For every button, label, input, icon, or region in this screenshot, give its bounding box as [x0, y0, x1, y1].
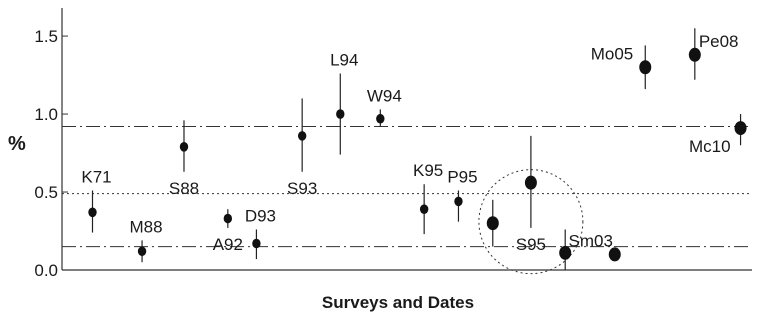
y-tick-label: 0.5 — [34, 183, 58, 202]
data-point — [297, 131, 307, 141]
point-label: D93 — [245, 206, 276, 225]
point-label: K95 — [413, 161, 443, 180]
point-label: Sm03 — [569, 231, 613, 250]
highlight-circle — [478, 169, 584, 275]
highlight-circle-layer — [478, 169, 584, 275]
data-point — [376, 113, 385, 124]
x-axis-title: Surveys and Dates — [322, 293, 474, 312]
point-label: Pe08 — [699, 32, 739, 51]
data-point — [559, 245, 572, 260]
data-point — [454, 196, 463, 207]
point-label: M88 — [130, 217, 163, 236]
axes: 0.0 0.5 1.0 1.5 — [34, 8, 752, 280]
point-label: S88 — [169, 179, 199, 198]
data-point — [336, 109, 345, 119]
data-points — [88, 47, 747, 262]
point-label: W94 — [367, 86, 402, 105]
point-label: L94 — [330, 51, 358, 70]
reference-lines — [62, 126, 752, 248]
data-point — [223, 213, 233, 224]
data-point — [419, 204, 429, 214]
point-label: S93 — [287, 179, 317, 198]
y-axis-title: % — [8, 133, 26, 155]
point-label: P95 — [447, 167, 477, 186]
point-label: Mc10 — [689, 137, 731, 156]
point-label: Mo05 — [591, 44, 634, 63]
y-tick-label: 1.5 — [34, 27, 58, 46]
data-point — [608, 247, 621, 262]
data-point — [524, 175, 537, 190]
data-point — [486, 216, 499, 231]
data-point — [137, 246, 147, 257]
data-point — [179, 141, 189, 152]
data-point — [734, 121, 747, 136]
data-point — [688, 47, 701, 62]
y-tick-label: 0.0 — [34, 261, 58, 280]
point-label: K71 — [81, 167, 111, 186]
data-point — [88, 207, 97, 218]
point-label: A92 — [213, 235, 243, 254]
data-point — [252, 238, 261, 249]
y-tick-label: 1.0 — [34, 105, 58, 124]
data-point — [639, 60, 652, 75]
point-label: S95 — [516, 235, 546, 254]
